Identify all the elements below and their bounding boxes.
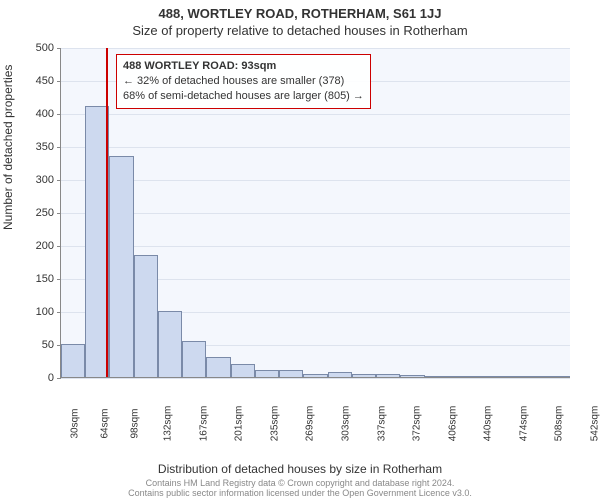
y-tick-mark bbox=[57, 312, 61, 313]
histogram-bar bbox=[303, 374, 327, 377]
x-tick-label: 372sqm bbox=[411, 406, 422, 442]
histogram-bar bbox=[231, 364, 255, 377]
histogram-bar bbox=[473, 376, 497, 377]
histogram-bar bbox=[352, 374, 376, 377]
histogram-bar bbox=[182, 341, 206, 377]
x-tick-label: 508sqm bbox=[554, 406, 565, 442]
y-tick-mark bbox=[57, 345, 61, 346]
x-tick-label: 167sqm bbox=[198, 406, 209, 442]
y-tick-label: 0 bbox=[14, 372, 54, 384]
y-tick-mark bbox=[57, 213, 61, 214]
page-subtitle: Size of property relative to detached ho… bbox=[0, 21, 600, 42]
y-tick-label: 350 bbox=[14, 141, 54, 153]
x-tick-label: 542sqm bbox=[589, 406, 600, 442]
histogram-bar bbox=[255, 370, 279, 377]
footer-line1: Contains HM Land Registry data © Crown c… bbox=[0, 478, 600, 488]
histogram-bar bbox=[109, 156, 133, 377]
x-tick-label: 30sqm bbox=[70, 408, 81, 438]
y-tick-mark bbox=[57, 378, 61, 379]
x-tick-label: 235sqm bbox=[269, 406, 280, 442]
x-tick-label: 440sqm bbox=[483, 406, 494, 442]
x-tick-label: 337sqm bbox=[376, 406, 387, 442]
histogram-bar bbox=[61, 344, 85, 377]
histogram-bar bbox=[497, 376, 521, 377]
x-tick-label: 303sqm bbox=[340, 406, 351, 442]
histogram-bar bbox=[376, 374, 400, 377]
gridline bbox=[61, 378, 570, 379]
y-tick-label: 150 bbox=[14, 273, 54, 285]
histogram-bar bbox=[279, 370, 303, 377]
x-tick-label: 474sqm bbox=[518, 406, 529, 442]
y-tick-mark bbox=[57, 279, 61, 280]
y-tick-label: 300 bbox=[14, 174, 54, 186]
x-tick-label: 98sqm bbox=[130, 408, 141, 438]
y-tick-mark bbox=[57, 48, 61, 49]
annotation-line1: 488 WORTLEY ROAD: 93sqm bbox=[123, 59, 364, 74]
x-ticks: 30sqm64sqm98sqm132sqm167sqm201sqm235sqm2… bbox=[60, 380, 570, 391]
histogram-bar bbox=[400, 375, 424, 377]
x-tick-label: 132sqm bbox=[162, 406, 173, 442]
annotation-line2: ← 32% of detached houses are smaller (37… bbox=[123, 74, 364, 89]
x-tick-label: 269sqm bbox=[305, 406, 316, 442]
footer-line2: Contains public sector information licen… bbox=[0, 488, 600, 498]
y-tick-label: 450 bbox=[14, 75, 54, 87]
annotation-box: 488 WORTLEY ROAD: 93sqm ← 32% of detache… bbox=[116, 54, 371, 109]
y-tick-label: 400 bbox=[14, 108, 54, 120]
y-tick-label: 500 bbox=[14, 42, 54, 54]
y-tick-label: 250 bbox=[14, 207, 54, 219]
histogram-chart: 488 WORTLEY ROAD: 93sqm ← 32% of detache… bbox=[60, 48, 570, 428]
histogram-bar bbox=[546, 376, 570, 377]
x-tick-label: 64sqm bbox=[100, 408, 111, 438]
x-tick-label: 406sqm bbox=[447, 406, 458, 442]
histogram-bar bbox=[328, 372, 352, 377]
histogram-bar bbox=[521, 376, 545, 377]
x-axis-label: Distribution of detached houses by size … bbox=[0, 462, 600, 476]
y-tick-mark bbox=[57, 81, 61, 82]
x-tick-label: 201sqm bbox=[233, 406, 244, 442]
y-tick-mark bbox=[57, 246, 61, 247]
plot-area: 488 WORTLEY ROAD: 93sqm ← 32% of detache… bbox=[60, 48, 570, 378]
histogram-bar bbox=[134, 255, 158, 377]
histogram-bar bbox=[449, 376, 473, 377]
histogram-bar bbox=[206, 357, 230, 377]
y-tick-label: 200 bbox=[14, 240, 54, 252]
histogram-bar bbox=[158, 311, 182, 377]
property-marker-line bbox=[106, 48, 108, 377]
y-tick-mark bbox=[57, 114, 61, 115]
y-tick-mark bbox=[57, 180, 61, 181]
annotation-line3: 68% of semi-detached houses are larger (… bbox=[123, 89, 364, 104]
footer-attribution: Contains HM Land Registry data © Crown c… bbox=[0, 478, 600, 498]
y-axis-label: Number of detached properties bbox=[1, 65, 15, 230]
y-tick-label: 50 bbox=[14, 339, 54, 351]
page-title: 488, WORTLEY ROAD, ROTHERHAM, S61 1JJ bbox=[0, 0, 600, 21]
y-tick-mark bbox=[57, 147, 61, 148]
y-tick-label: 100 bbox=[14, 306, 54, 318]
histogram-bar bbox=[425, 376, 449, 377]
